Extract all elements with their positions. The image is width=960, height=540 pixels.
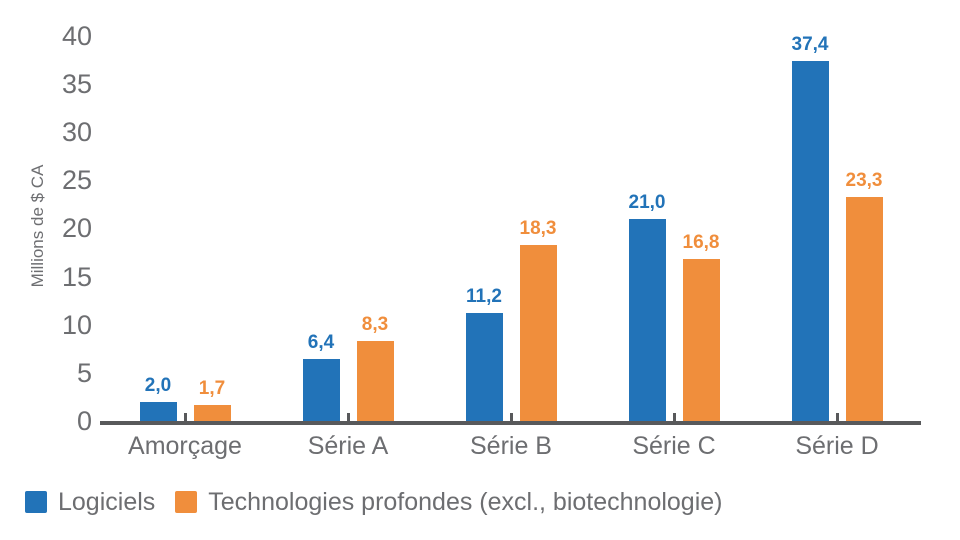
- x-axis-tick: [183, 413, 187, 421]
- y-tick-label: 30: [61, 117, 92, 148]
- bar-value-label: 37,4: [791, 34, 829, 55]
- legend-swatch: [25, 491, 47, 513]
- bar-value-label: 2,0: [144, 375, 172, 396]
- category-label: Amorçage: [128, 432, 242, 460]
- y-tick-label: 0: [76, 406, 92, 436]
- bar-technologies-profondes: [519, 245, 557, 421]
- bar-value-label: 21,0: [628, 192, 666, 213]
- x-axis-tick: [835, 413, 839, 421]
- bar-logiciels: [302, 359, 340, 421]
- legend-label: Technologies profondes (excl., biotechno…: [208, 488, 723, 516]
- legend-swatch: [175, 491, 198, 513]
- bar-technologies-profondes: [845, 197, 883, 421]
- bar-value-label: 16,8: [682, 232, 720, 253]
- category-label: Série D: [795, 432, 879, 460]
- x-axis-tick: [509, 413, 513, 421]
- bar-value-label: 6,4: [307, 332, 335, 353]
- category-label: Série C: [632, 432, 716, 460]
- bar-value-label: 11,2: [466, 286, 502, 307]
- legend-label: Logiciels: [58, 488, 156, 516]
- y-tick-label: 35: [61, 68, 92, 99]
- bar-logiciels: [139, 402, 177, 421]
- y-tick-label: 15: [61, 261, 92, 292]
- bar-technologies-profondes: [356, 341, 394, 421]
- bar-technologies-profondes: [193, 405, 231, 421]
- bar-logiciels: [791, 61, 829, 421]
- chart-legend: Logiciels Technologies profondes (excl., …: [25, 489, 723, 515]
- bar-technologies-profondes: [682, 259, 720, 421]
- bar-value-label: 1,7: [198, 378, 226, 399]
- bar-logiciels: [465, 313, 503, 421]
- x-axis-tick: [672, 413, 676, 421]
- bar-value-label: 18,3: [519, 218, 557, 239]
- y-tick-label: 10: [61, 309, 92, 340]
- legend-item: Technologies profondes (excl., biotechno…: [175, 488, 723, 516]
- y-tick-label: 40: [61, 20, 92, 51]
- category-label: Série A: [307, 432, 389, 460]
- x-axis-line: [100, 421, 921, 425]
- category-label: Série B: [470, 432, 552, 460]
- y-tick-label: 20: [61, 213, 92, 244]
- bar-logiciels: [628, 219, 666, 421]
- legend-item: Logiciels: [25, 489, 155, 515]
- x-axis-tick: [346, 413, 350, 421]
- y-tick-label: 5: [76, 357, 92, 388]
- bar-value-label: 23,3: [845, 170, 883, 191]
- y-tick-label: 25: [61, 165, 92, 196]
- bar-value-label: 8,3: [361, 314, 389, 335]
